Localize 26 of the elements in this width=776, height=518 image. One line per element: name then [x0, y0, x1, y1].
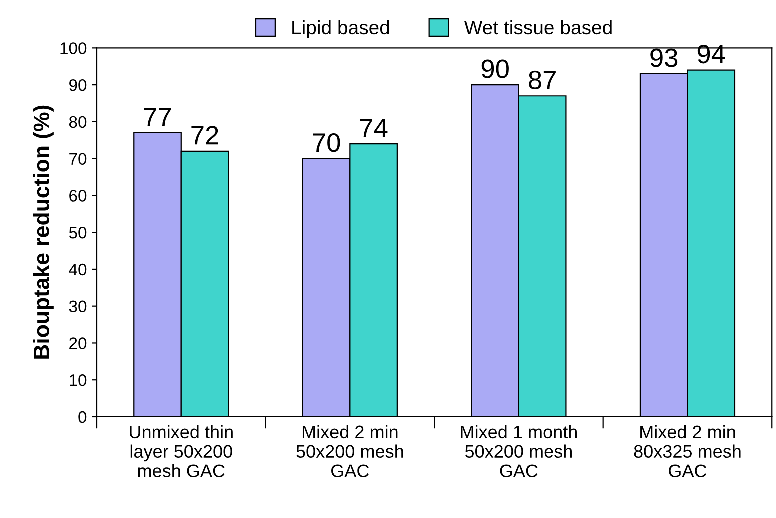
x-tick-label: Mixed 2 min 50x200 mesh GAC [296, 425, 404, 478]
data-label: 93 [650, 48, 678, 68]
y-tick-label: 40 [69, 264, 87, 276]
y-tick-label: 70 [70, 153, 87, 166]
x-tick-label: Unmixed thin layer 50x200 mesh GAC [130, 425, 233, 478]
y-axis-title: Biouptake reduction (%) [33, 106, 54, 359]
data-label: 90 [482, 60, 509, 78]
y-tick-label: 20 [70, 338, 87, 350]
data-label: 72 [192, 126, 218, 145]
data-label: 70 [313, 134, 340, 152]
data-label: 87 [529, 70, 556, 90]
y-tick-label: 10 [70, 374, 87, 386]
x-tick-label: Mixed 2 min 80x325 mesh GAC [634, 425, 741, 478]
y-tick-label: 0 [78, 411, 87, 424]
legend-label: Wet tissue based [464, 20, 612, 35]
x-tick-label: Mixed 1 month 50x200 mesh GAC [461, 425, 577, 478]
y-tick-label: 100 [60, 42, 87, 54]
y-tick-label: 80 [69, 116, 87, 128]
legend-label: Lipid based [292, 20, 390, 38]
data-label: 77 [144, 108, 172, 126]
data-label: 94 [698, 45, 726, 64]
y-tick-label: 60 [70, 190, 87, 202]
y-tick-label: 50 [69, 226, 87, 239]
data-label: 74 [360, 119, 388, 138]
y-tick-label: 90 [70, 79, 87, 92]
y-tick-label: 30 [69, 300, 87, 313]
